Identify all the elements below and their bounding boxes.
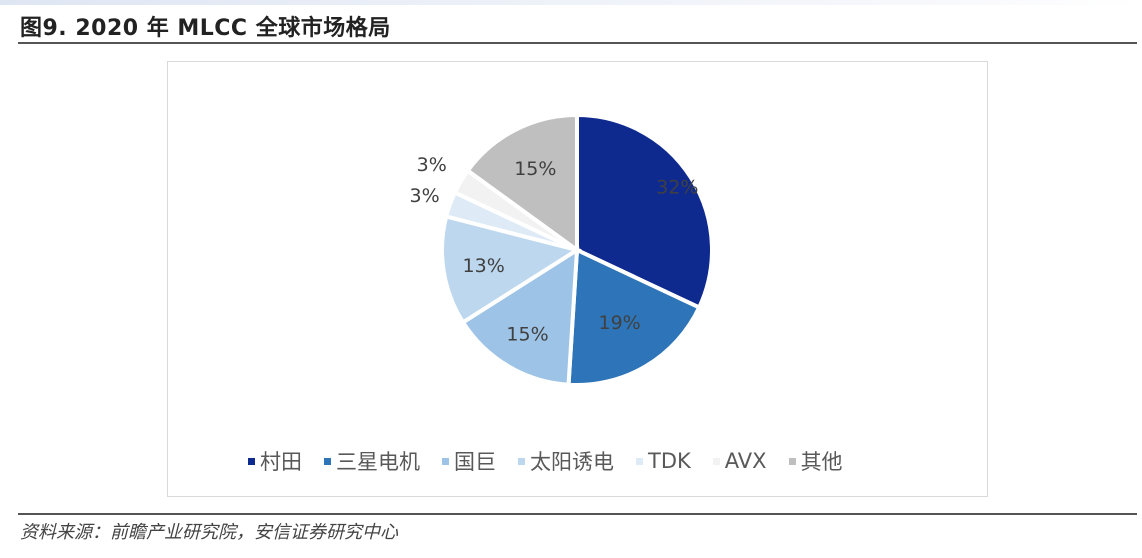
pie-slice-0 <box>575 112 714 311</box>
legend-swatch <box>518 457 525 465</box>
pie-label-3: 13% <box>463 255 505 277</box>
legend-item: 三星电机 <box>324 446 420 476</box>
legend-swatch <box>788 457 796 465</box>
pie-label-0: 32% <box>656 176 698 198</box>
pie-slice-1 <box>566 246 702 387</box>
legend-swatch <box>636 457 643 465</box>
footer-divider <box>18 513 1137 515</box>
legend-item: TDK <box>636 449 691 473</box>
legend-label: 太阳诱电 <box>530 450 614 474</box>
pie-label-4: 3% <box>409 185 439 207</box>
legend-label: AVX <box>724 449 767 473</box>
legend-item: AVX <box>712 449 767 473</box>
source-note: 资料来源：前瞻产业研究院，安信证券研究中心 <box>20 522 398 543</box>
legend-item: 太阳诱电 <box>518 446 614 476</box>
pie-label-1: 19% <box>598 312 640 334</box>
pie-slices <box>440 112 714 387</box>
legend-swatch <box>442 457 449 465</box>
legend-swatch <box>248 457 255 465</box>
figure-title: 图9. 2020 年 MLCC 全球市场格局 <box>20 16 391 41</box>
pie-slice-6 <box>464 112 579 254</box>
legend-label: 国巨 <box>454 450 496 474</box>
legend-item: 其他 <box>788 446 843 476</box>
legend-item: 国巨 <box>442 446 496 476</box>
legend-label: TDK <box>648 449 691 473</box>
legend-label: 三星电机 <box>336 450 420 474</box>
pie-label-5: 3% <box>417 154 447 176</box>
pie-label-2: 15% <box>506 324 548 346</box>
legend-item: 村田 <box>248 446 302 476</box>
legend-label: 村田 <box>260 450 302 474</box>
chart-legend: 村田 三星电机 国巨 太阳诱电 TDK AVX 其他 <box>248 445 865 477</box>
top-decorative-band <box>0 0 1142 5</box>
pie-data-labels: 32% 19% 15% 13% 3% 3% 15% <box>409 154 698 346</box>
legend-swatch <box>712 457 720 465</box>
title-divider <box>18 42 1137 44</box>
pie-label-6: 15% <box>514 158 556 180</box>
legend-swatch <box>324 457 331 465</box>
pie-slice-2 <box>460 246 580 387</box>
legend-label: 其他 <box>800 450 843 474</box>
